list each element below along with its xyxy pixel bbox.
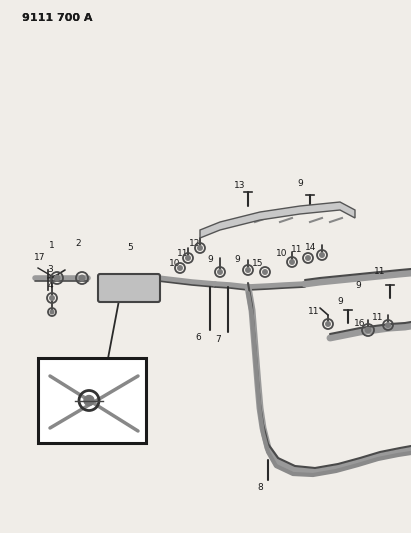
- Text: 17: 17: [34, 254, 46, 262]
- Text: 4: 4: [47, 280, 53, 289]
- Text: 5: 5: [127, 244, 133, 253]
- Text: 11: 11: [374, 268, 386, 277]
- Circle shape: [386, 323, 390, 327]
- Text: 11: 11: [372, 312, 384, 321]
- Circle shape: [198, 246, 202, 251]
- Circle shape: [50, 296, 54, 300]
- Text: 9: 9: [297, 179, 303, 188]
- Text: 8: 8: [257, 483, 263, 492]
- FancyBboxPatch shape: [98, 274, 160, 302]
- Text: 3: 3: [47, 265, 53, 274]
- Text: 7: 7: [215, 335, 221, 344]
- Circle shape: [290, 260, 294, 264]
- Text: 1: 1: [49, 240, 55, 249]
- Circle shape: [263, 270, 267, 274]
- Text: 9: 9: [207, 255, 213, 264]
- Circle shape: [79, 276, 85, 281]
- Text: 16: 16: [354, 319, 366, 327]
- Text: 11: 11: [291, 246, 303, 254]
- Circle shape: [178, 266, 182, 270]
- Circle shape: [326, 322, 330, 326]
- Text: 15: 15: [252, 259, 264, 268]
- Text: 7: 7: [52, 429, 58, 438]
- Text: 6: 6: [195, 334, 201, 343]
- Text: 9111 700 A: 9111 700 A: [22, 13, 92, 23]
- Text: 9111 700 A: 9111 700 A: [22, 13, 92, 23]
- Text: 9: 9: [337, 297, 343, 306]
- Text: 10: 10: [169, 259, 181, 268]
- Text: 11: 11: [177, 249, 189, 259]
- Circle shape: [306, 256, 310, 260]
- Text: 12: 12: [189, 238, 201, 247]
- Text: 7: 7: [52, 428, 58, 438]
- Text: 10: 10: [276, 248, 288, 257]
- Text: 9: 9: [234, 255, 240, 264]
- Polygon shape: [200, 202, 355, 238]
- Circle shape: [365, 327, 371, 333]
- Circle shape: [54, 276, 60, 281]
- Text: 11: 11: [308, 308, 320, 317]
- Circle shape: [186, 256, 190, 260]
- Circle shape: [218, 270, 222, 274]
- Circle shape: [50, 310, 54, 314]
- Circle shape: [320, 253, 324, 257]
- Text: 13: 13: [234, 182, 246, 190]
- Bar: [38, 358, 146, 443]
- Text: 9: 9: [355, 280, 361, 289]
- Text: 2: 2: [75, 238, 81, 247]
- Text: 14: 14: [305, 244, 317, 253]
- Circle shape: [84, 395, 94, 406]
- Circle shape: [246, 268, 250, 272]
